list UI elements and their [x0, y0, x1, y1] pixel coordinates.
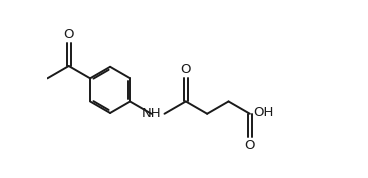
- Text: O: O: [63, 28, 74, 41]
- Text: O: O: [181, 63, 191, 76]
- Text: OH: OH: [253, 106, 273, 119]
- Text: NH: NH: [142, 107, 161, 120]
- Text: O: O: [245, 139, 255, 152]
